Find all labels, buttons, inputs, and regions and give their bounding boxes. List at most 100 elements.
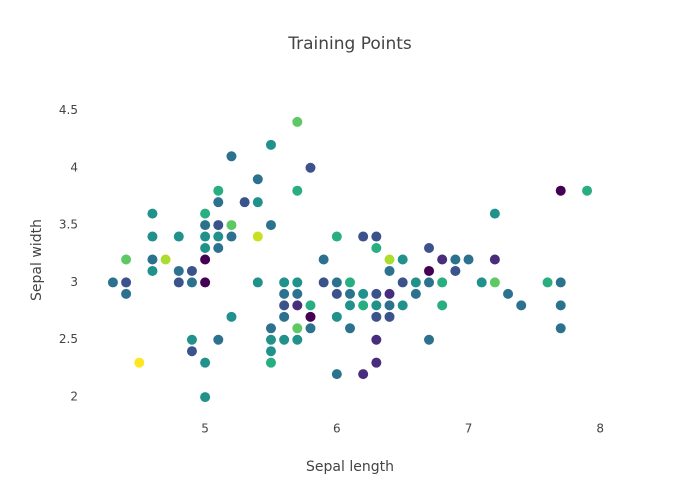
point [292,277,303,288]
x-tick-label: 7 [465,422,473,436]
point [265,357,276,368]
point [147,254,158,265]
point [331,288,342,299]
point [292,300,303,311]
point [318,277,329,288]
point [252,197,263,208]
y-tick-label: 4 [70,160,78,174]
y-tick-label: 2 [70,390,78,404]
point [226,231,237,242]
point [371,243,382,254]
point [450,265,461,276]
point [213,334,224,345]
point [331,369,342,380]
point [397,277,408,288]
point [331,277,342,288]
point [424,243,435,254]
point [384,311,395,322]
point [226,220,237,231]
point [424,334,435,345]
point [292,334,303,345]
point [503,288,514,299]
point [134,357,145,368]
point [305,323,316,334]
point [305,311,316,322]
point [213,243,224,254]
point [147,208,158,219]
point [555,300,566,311]
point [107,277,118,288]
point [450,254,461,265]
point [397,300,408,311]
point [173,231,184,242]
point [424,265,435,276]
point [213,231,224,242]
point [200,243,211,254]
point [200,208,211,219]
point [265,346,276,357]
point [516,300,527,311]
point [489,254,500,265]
point [437,254,448,265]
point [371,311,382,322]
point [437,277,448,288]
point [292,323,303,334]
point [252,231,263,242]
point [542,277,553,288]
y-tick-label: 3.5 [59,218,78,232]
point [279,334,290,345]
y-axis-title: Sepal width [29,219,45,301]
point [292,185,303,196]
chart-title: Training Points [287,34,412,54]
point [358,231,369,242]
point [173,265,184,276]
point [371,288,382,299]
x-tick-label: 8 [596,422,604,436]
point [424,277,435,288]
point [463,254,474,265]
point [345,288,355,299]
point [305,300,316,311]
point [410,277,421,288]
point [213,197,224,208]
point [239,197,250,208]
point [358,300,369,311]
point [476,277,487,288]
point [186,334,197,345]
point [292,116,303,127]
point [200,220,211,231]
point [358,369,369,380]
point [437,300,448,311]
point [200,231,211,242]
point [265,334,276,345]
point [371,357,382,368]
point [252,174,263,185]
point [121,277,132,288]
point [331,311,342,322]
point [555,185,566,196]
point [186,277,197,288]
point [318,254,329,265]
point [555,277,566,288]
point [555,323,566,334]
point [384,288,395,299]
axes: 5 6 7 8 2 2.5 3 3.5 4 4.5 [59,103,604,436]
point [305,162,316,173]
point [489,208,500,219]
point [121,288,132,299]
point [200,357,211,368]
y-tick-label: 3 [70,275,78,289]
point [371,334,382,345]
point [292,288,303,299]
point [265,220,276,231]
point [226,151,237,162]
point [345,323,355,334]
point [213,185,224,196]
point [147,231,158,242]
point [371,231,382,242]
point [410,288,421,299]
point [345,300,355,311]
point [384,254,395,265]
